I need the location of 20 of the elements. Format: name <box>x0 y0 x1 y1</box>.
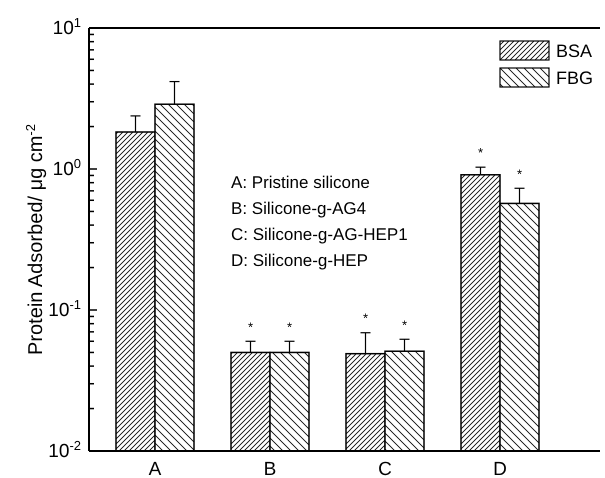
y-tick-label: 10$^{-2}$ <box>48 438 81 462</box>
legend-label: FBG <box>556 68 594 88</box>
data-label: * <box>402 317 408 332</box>
data-label: * <box>286 319 292 334</box>
x-tick-label: D <box>493 459 507 478</box>
x-tick-label: A <box>148 459 162 478</box>
legend-label: BSA <box>556 41 592 61</box>
x-tick-label: C <box>378 459 392 478</box>
annotation: D: Silicone-g-HEP <box>231 251 368 270</box>
data-label: * <box>362 310 368 326</box>
data-label: * <box>248 319 254 334</box>
annotation: B: Silicone-g-AG4 <box>231 199 366 218</box>
data-label: * <box>478 145 484 160</box>
data-label: * <box>516 166 522 182</box>
y-tick-label: 10$^{-1}$ <box>48 296 81 321</box>
y-tick-label: 10$^{1}$ <box>52 14 81 39</box>
x-tick-label: B <box>264 459 276 478</box>
annotation: C: Silicone-g-AG-HEP1 <box>231 225 408 244</box>
y-tick-label: 10$^{0}$ <box>52 156 81 180</box>
annotation: A: Pristine silicone <box>231 173 370 192</box>
